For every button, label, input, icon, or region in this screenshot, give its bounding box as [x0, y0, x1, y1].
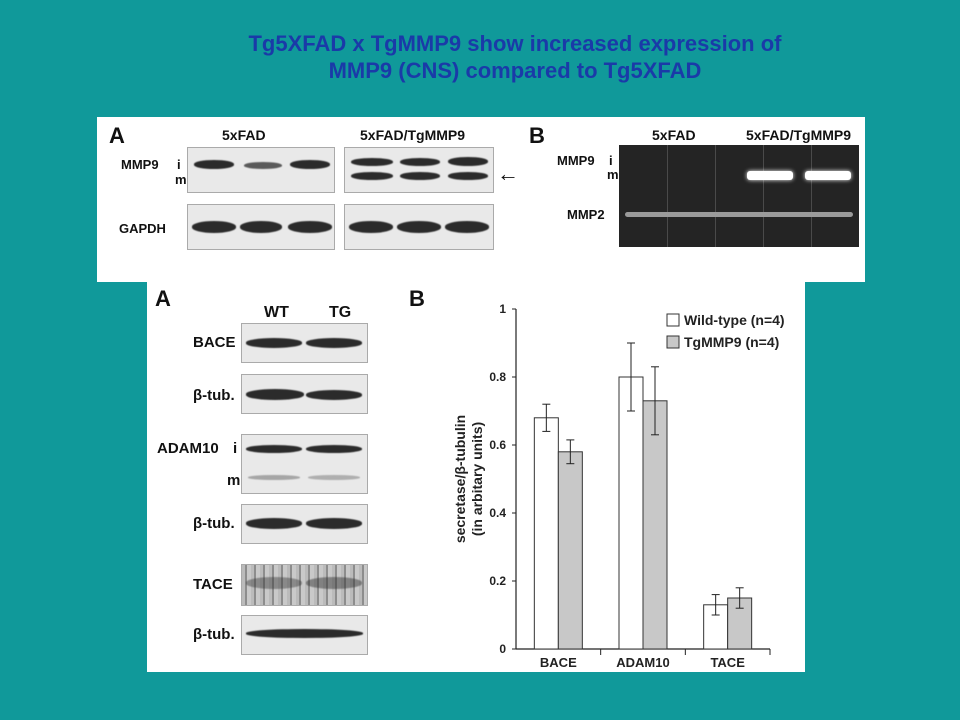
top-a-group1-label: 5xFAD	[222, 127, 266, 143]
legend-label: Wild-type (n=4)	[684, 312, 785, 328]
bar-adam10-tgmmp9	[642, 400, 668, 650]
band	[246, 445, 302, 453]
blot-btub-2	[241, 504, 368, 544]
y-tick-label: 1	[499, 302, 506, 316]
top-a-arrow: ←	[497, 161, 519, 186]
top-b-mmp2-label: MMP2	[567, 207, 605, 222]
col-tg-label: TG	[329, 304, 352, 321]
top-a-mmp9-blot-right	[344, 147, 494, 193]
blot-bace	[241, 323, 368, 363]
band	[448, 157, 488, 166]
band	[445, 221, 489, 233]
band	[306, 518, 362, 529]
band	[306, 445, 362, 453]
band	[349, 221, 393, 233]
band	[246, 629, 363, 638]
x-tick-label: BACE	[540, 655, 577, 670]
top-b-mmp9-label: MMP9	[557, 153, 595, 168]
band	[306, 577, 362, 589]
lane-divider	[811, 145, 812, 247]
bar-bace-wildtype	[533, 417, 559, 650]
band	[246, 389, 304, 400]
band	[290, 160, 330, 169]
top-b-i-label: i	[609, 153, 613, 168]
blot-tace	[241, 564, 368, 606]
top-a-group2-label: 5xFAD/TgMMP9	[360, 127, 466, 143]
band	[351, 158, 393, 166]
top-a-mmp9-blot-left	[187, 147, 335, 193]
bottom-a-letter: A	[155, 286, 171, 311]
legend-swatch	[666, 313, 680, 327]
bottom-figure: A WT TG BACE β-tub. ADAM10 i m β-tub. TA…	[147, 282, 805, 672]
col-wt-label: WT	[264, 304, 289, 321]
y-tick-label: 0.2	[489, 574, 506, 588]
band	[246, 338, 302, 348]
y-tick-label: 0	[499, 642, 506, 656]
band	[288, 221, 332, 233]
gel-band	[747, 171, 793, 180]
lane-divider	[667, 145, 668, 247]
gel-band	[625, 212, 853, 217]
y-axis-label-line1: secretase/β-tubulin	[452, 415, 468, 543]
band	[306, 390, 362, 400]
top-b-zymogram	[619, 145, 859, 247]
top-a-mmp9-label: MMP9	[121, 157, 159, 172]
band	[246, 518, 302, 529]
bottom-b-letter: B	[409, 286, 425, 311]
band	[400, 172, 440, 180]
blot-btub-3	[241, 615, 368, 655]
adam10-m-label: m	[227, 472, 241, 489]
top-b-group2-label: 5xFAD/TgMMP9	[746, 127, 852, 143]
slide-title: Tg5XFAD x TgMMP9 show increased expressi…	[150, 30, 880, 84]
band	[194, 160, 234, 169]
y-axis-label-line2: (in arbitary units)	[469, 422, 485, 536]
top-a-gapdh-blot-left	[187, 204, 335, 250]
y-tick-label: 0.6	[489, 438, 506, 452]
band	[192, 221, 236, 233]
gel-band	[805, 171, 851, 180]
bar-chart: 0 0.2 0.4 0.6 0.8 1 secretase/β-tubulin (in arb…	[452, 302, 785, 670]
blot-adam10	[241, 434, 368, 494]
top-figure: A 5xFAD 5xFAD/TgMMP9 MMP9 i m GAPDH ← B …	[97, 117, 865, 282]
band	[240, 221, 282, 233]
top-a-m-label: m	[175, 172, 187, 187]
title-line-1: Tg5XFAD x TgMMP9 show increased expressi…	[248, 31, 782, 56]
blot-btub-1	[241, 374, 368, 414]
row-btub3-label: β-tub.	[193, 626, 235, 643]
band	[246, 577, 302, 589]
top-a-gapdh-label: GAPDH	[119, 221, 166, 236]
bar-adam10-wildtype	[618, 376, 644, 650]
lane-divider	[715, 145, 716, 247]
row-adam10-label: ADAM10	[157, 440, 219, 457]
band	[448, 172, 488, 180]
row-btub1-label: β-tub.	[193, 387, 235, 404]
lane-divider	[763, 145, 764, 247]
adam10-i-label: i	[233, 440, 238, 457]
row-tace-label: TACE	[193, 576, 233, 593]
band	[248, 475, 300, 480]
top-a-gapdh-blot-right	[344, 204, 494, 250]
band	[306, 338, 362, 348]
bar-bace-tgmmp9	[557, 451, 583, 650]
y-tick-label: 0.4	[489, 506, 506, 520]
top-a-letter: A	[109, 123, 125, 148]
y-tick-label: 0.8	[489, 370, 506, 384]
x-tick-label: TACE	[710, 655, 745, 670]
band	[400, 158, 440, 166]
row-bace-label: BACE	[193, 334, 236, 351]
top-a-i-label: i	[177, 157, 181, 172]
title-line-2: MMP9 (CNS) compared to Tg5XFAD	[328, 58, 702, 83]
legend-swatch	[666, 335, 680, 349]
band	[308, 475, 360, 480]
top-b-group1-label: 5xFAD	[652, 127, 696, 143]
band	[351, 172, 393, 180]
legend-label: TgMMP9 (n=4)	[684, 334, 779, 350]
top-b-m-label: m	[607, 167, 619, 182]
top-b-letter: B	[529, 123, 545, 148]
band	[244, 162, 282, 169]
row-btub2-label: β-tub.	[193, 515, 235, 532]
band	[397, 221, 441, 233]
x-tick-label: ADAM10	[616, 655, 669, 670]
